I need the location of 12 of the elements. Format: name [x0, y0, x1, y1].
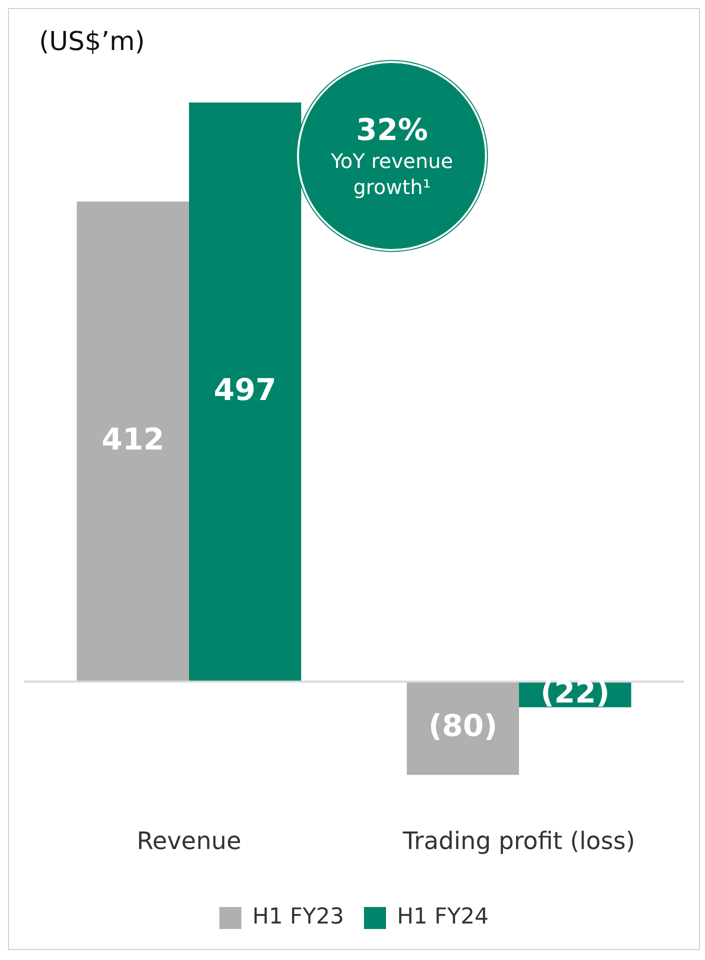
annotation: 32%	[356, 112, 428, 148]
data-label: (22)	[540, 675, 610, 710]
legend-label: H1 FY24	[397, 904, 489, 930]
data-label: 412	[102, 422, 164, 458]
data-label: (80)	[428, 709, 498, 744]
y-axis-title: (US$’m)	[39, 27, 145, 57]
x-tick-label: Revenue	[136, 826, 242, 855]
legend-label: H1 FY23	[252, 904, 344, 930]
x-tick-label: Trading profit (loss)	[402, 826, 636, 855]
data-label: 497	[214, 372, 276, 408]
circle-badge: 32% YoY revenue growth¹	[297, 61, 487, 251]
annotation: YoY revenue growth¹	[330, 148, 454, 200]
